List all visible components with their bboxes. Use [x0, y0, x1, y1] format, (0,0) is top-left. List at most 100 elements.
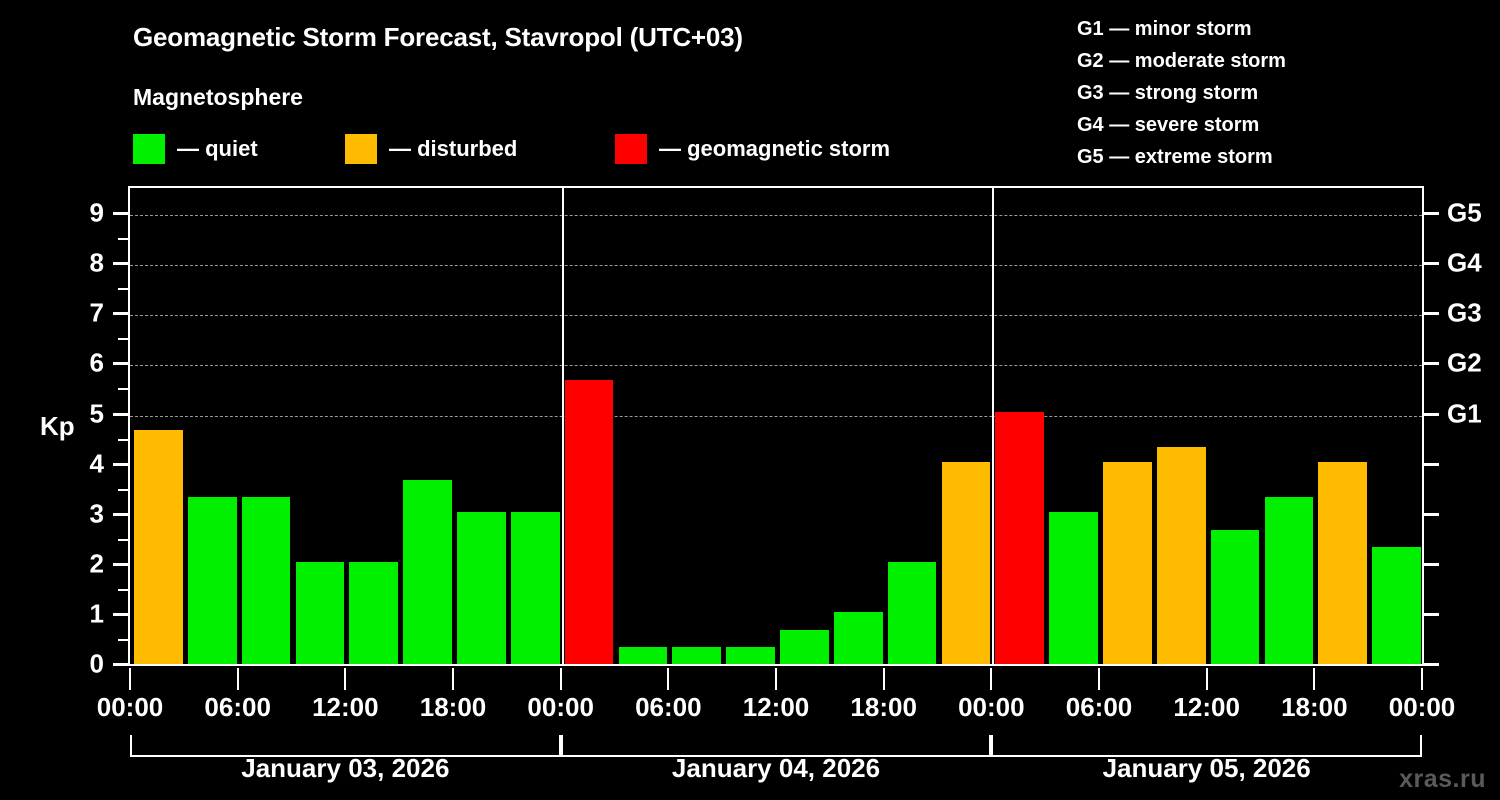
gridline-kp-7	[130, 315, 1422, 317]
g-axis-tick-mark	[1424, 663, 1439, 666]
bar	[1318, 462, 1368, 664]
g-axis-tick-mark	[1424, 312, 1439, 316]
y-tick-minor	[118, 288, 128, 291]
x-tick-mark	[452, 668, 454, 690]
y-tick-mark-6	[113, 362, 128, 366]
y-tick-minor	[118, 238, 128, 241]
day-dividers	[130, 188, 1422, 664]
bar	[887, 562, 937, 664]
y-tick-label-3: 3	[89, 498, 104, 529]
y-tick-label-6: 6	[89, 347, 104, 378]
gridline-kp-8	[130, 265, 1422, 267]
x-tick-label: 18:00	[1281, 692, 1348, 722]
bar	[241, 497, 291, 664]
x-tick-mark	[882, 668, 885, 690]
x-tick-label: 12:00	[1173, 692, 1240, 722]
legend-swatch-storm	[615, 134, 647, 164]
plot-area	[128, 186, 1424, 666]
g-axis-tick-mark	[1424, 562, 1439, 566]
legend-swatch-disturbed	[345, 134, 377, 164]
bar	[995, 412, 1045, 664]
g-tick-label-G2: G2	[1447, 347, 1482, 378]
gridline-kp-6	[130, 365, 1422, 367]
g-legend-row-1: G1 — minor storm	[1077, 18, 1252, 40]
g-tick-label-G5: G5	[1447, 197, 1482, 228]
bar	[780, 630, 829, 664]
legend-swatch-quiet	[133, 134, 165, 164]
x-tick-label: 06:00	[204, 692, 271, 722]
y-tick-label-2: 2	[89, 548, 104, 579]
y-tick-mark-1	[113, 612, 128, 616]
y-tick-mark-3	[113, 512, 128, 516]
day-label: January 04, 2026	[671, 753, 881, 783]
x-tick-label: 00:00	[1388, 692, 1456, 722]
y-axis-title: Kp	[40, 411, 75, 441]
g-axis-tick-mark	[1424, 462, 1439, 466]
y-tick-label-1: 1	[89, 598, 104, 629]
day-bracket	[560, 735, 992, 757]
x-tick-mark	[1421, 668, 1423, 690]
legend-entry-disturbed: — disturbed	[345, 133, 517, 165]
y-tick-minor	[118, 588, 128, 591]
bar	[833, 612, 883, 664]
y-tick-mark-2	[113, 562, 128, 566]
g-axis-tick-mark	[1424, 412, 1439, 416]
legend-entry-quiet: — quiet	[133, 133, 258, 165]
x-tick-label: 06:00	[635, 692, 702, 722]
x-tick-mark	[129, 668, 131, 690]
x-tick-mark	[667, 668, 670, 690]
bar	[1156, 447, 1206, 664]
y-tick-label-4: 4	[89, 448, 104, 479]
day-divider	[992, 188, 995, 664]
legend-entry-storm: — geomagnetic storm	[615, 133, 890, 165]
gridline-kp-5	[130, 415, 1422, 417]
y-tick-label-8: 8	[89, 247, 104, 278]
x-tick-mark	[1205, 668, 1208, 690]
y-tick-label-7: 7	[89, 297, 104, 328]
x-tick-label: 00:00	[96, 692, 164, 722]
x-tick-mark	[1313, 668, 1316, 690]
bar	[134, 430, 183, 664]
x-tick-label: 00:00	[958, 692, 1025, 722]
bar	[1264, 497, 1314, 664]
g-legend-row-2: G2 — moderate storm	[1077, 50, 1286, 72]
g-tick-label-G3: G3	[1447, 297, 1482, 328]
g-legend-row-4: G4 — severe storm	[1077, 114, 1260, 136]
g-scale-legend: G1 — minor storm G2 — moderate storm G3 — …	[1077, 13, 1286, 173]
bar	[187, 497, 237, 664]
watermark: xras.ru	[1399, 765, 1486, 793]
bar	[403, 480, 452, 664]
x-tick-mark	[990, 668, 993, 690]
legend-label-storm: — geomagnetic storm	[659, 136, 891, 161]
page-title: Geomagnetic Storm Forecast, Stavropol (U…	[133, 22, 743, 52]
gridline-kp-9	[130, 215, 1422, 217]
x-tick-label: 00:00	[527, 692, 594, 722]
x-tick-label: 18:00	[850, 692, 917, 722]
y-tick-label-0: 0	[89, 648, 104, 679]
y-tick-minor	[118, 338, 128, 341]
g-axis-tick-mark	[1424, 612, 1439, 616]
x-tick-label: 18:00	[419, 692, 487, 722]
bar	[1210, 530, 1260, 664]
x-tick-mark	[559, 668, 562, 690]
bar	[941, 462, 991, 664]
y-tick-mark-8	[113, 262, 128, 266]
bar	[295, 562, 345, 664]
chart-subtitle: Magnetosphere	[133, 84, 303, 110]
y-tick-mark-9	[113, 212, 128, 216]
legend-label-quiet: — quiet	[177, 136, 258, 161]
g-legend-row-3: G3 — strong storm	[1077, 82, 1259, 104]
x-tick-label: 12:00	[312, 692, 379, 722]
bar	[457, 512, 506, 664]
bar	[672, 647, 722, 664]
bars-layer	[130, 188, 1422, 664]
g-axis-tick-mark	[1424, 512, 1439, 516]
y-tick-mark-0	[113, 663, 128, 666]
y-tick-minor	[118, 488, 128, 491]
bar	[349, 562, 399, 664]
g-legend-row-5: G5 — extreme storm	[1077, 146, 1273, 168]
x-tick-mark	[1098, 668, 1100, 690]
day-label: January 05, 2026	[1102, 753, 1311, 783]
day-bracket	[130, 735, 561, 757]
